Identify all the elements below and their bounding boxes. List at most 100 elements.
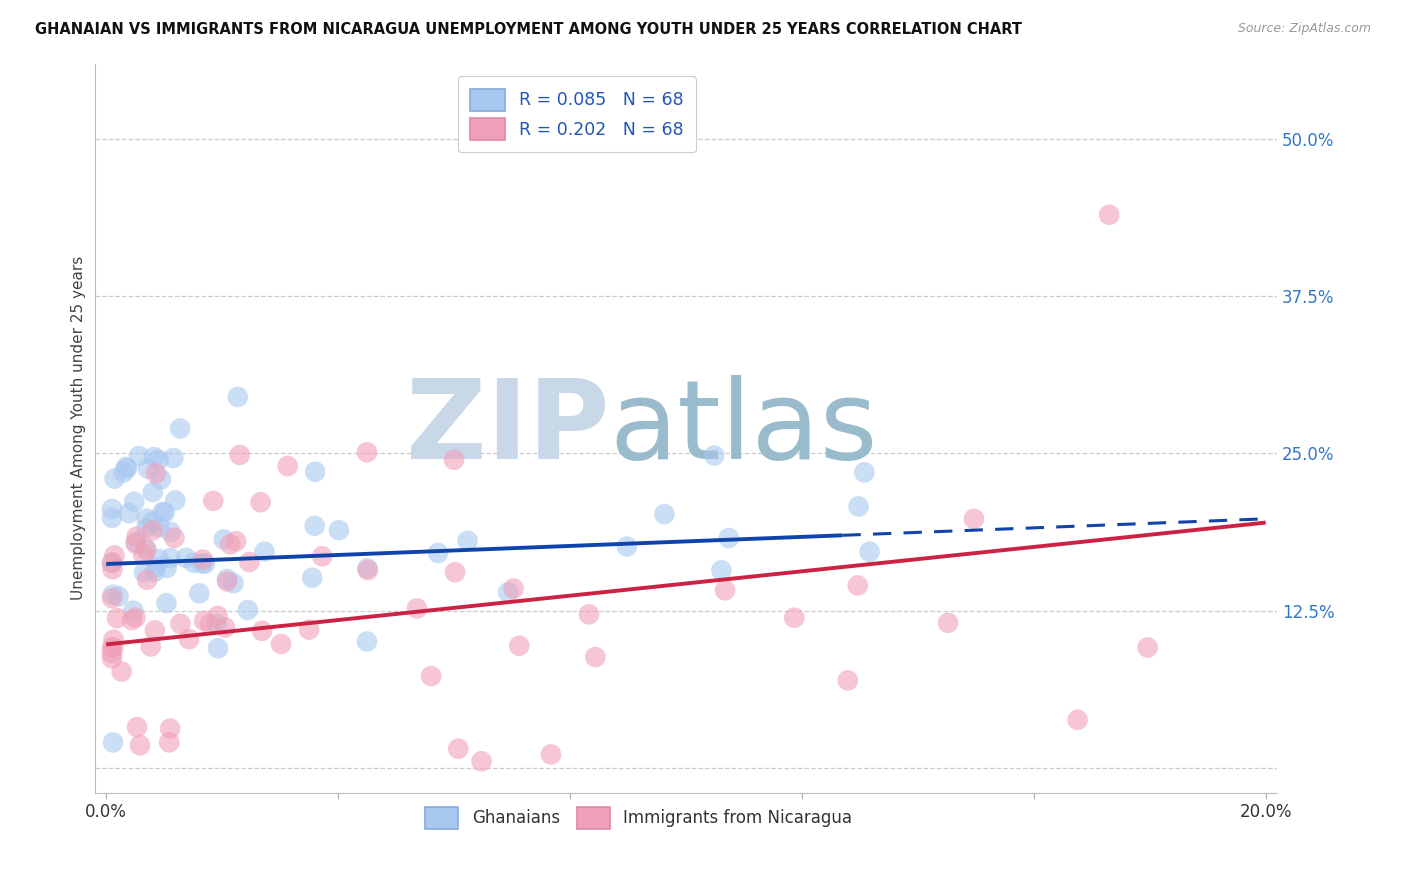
Point bbox=[115, 460, 138, 475]
Point bbox=[191, 557, 214, 571]
Point bbox=[846, 578, 869, 592]
Point bbox=[1098, 208, 1121, 222]
Point bbox=[142, 450, 165, 464]
Point bbox=[101, 511, 124, 525]
Point bbox=[101, 651, 124, 665]
Point bbox=[107, 590, 129, 604]
Text: Source: ZipAtlas.com: Source: ZipAtlas.com bbox=[1237, 22, 1371, 36]
Point bbox=[238, 555, 260, 569]
Point bbox=[103, 549, 125, 563]
Point bbox=[207, 609, 229, 624]
Point bbox=[118, 506, 141, 520]
Point bbox=[145, 467, 167, 481]
Point bbox=[141, 515, 163, 529]
Text: GHANAIAN VS IMMIGRANTS FROM NICARAGUA UNEMPLOYMENT AMONG YOUTH UNDER 25 YEARS CO: GHANAIAN VS IMMIGRANTS FROM NICARAGUA UN… bbox=[35, 22, 1022, 37]
Point bbox=[356, 634, 378, 648]
Point bbox=[135, 543, 157, 558]
Point bbox=[225, 534, 247, 549]
Point bbox=[253, 544, 276, 558]
Point bbox=[125, 535, 148, 549]
Y-axis label: Unemployment Among Youth under 25 years: Unemployment Among Youth under 25 years bbox=[72, 256, 86, 600]
Point bbox=[229, 448, 252, 462]
Point bbox=[357, 563, 380, 577]
Point bbox=[420, 669, 443, 683]
Point bbox=[101, 556, 124, 570]
Point bbox=[502, 582, 524, 596]
Point bbox=[936, 615, 959, 630]
Point bbox=[112, 466, 135, 480]
Point bbox=[540, 747, 562, 762]
Point bbox=[141, 524, 163, 538]
Point bbox=[1066, 713, 1088, 727]
Point bbox=[135, 512, 157, 526]
Point bbox=[783, 611, 806, 625]
Point bbox=[115, 461, 138, 475]
Point bbox=[277, 458, 299, 473]
Point bbox=[205, 616, 228, 631]
Point bbox=[703, 449, 725, 463]
Point bbox=[148, 552, 170, 566]
Point bbox=[101, 640, 124, 655]
Point bbox=[1136, 640, 1159, 655]
Point bbox=[125, 720, 148, 734]
Point bbox=[105, 611, 128, 625]
Point bbox=[311, 549, 333, 564]
Point bbox=[159, 524, 181, 539]
Point bbox=[236, 603, 259, 617]
Point bbox=[301, 571, 323, 585]
Point bbox=[143, 624, 166, 638]
Point bbox=[101, 502, 124, 516]
Point bbox=[101, 735, 124, 749]
Point bbox=[188, 586, 211, 600]
Point bbox=[406, 601, 429, 615]
Point bbox=[714, 583, 737, 598]
Point bbox=[447, 741, 470, 756]
Point bbox=[153, 505, 176, 519]
Point bbox=[177, 632, 200, 647]
Point bbox=[508, 639, 530, 653]
Point bbox=[150, 472, 173, 486]
Point bbox=[212, 533, 235, 547]
Point bbox=[101, 588, 124, 602]
Point bbox=[149, 520, 172, 534]
Point bbox=[298, 623, 321, 637]
Point bbox=[444, 566, 467, 580]
Point bbox=[101, 591, 124, 606]
Point bbox=[162, 450, 184, 465]
Point bbox=[963, 512, 986, 526]
Point bbox=[198, 617, 221, 632]
Legend: Ghanaians, Immigrants from Nicaragua: Ghanaians, Immigrants from Nicaragua bbox=[419, 801, 859, 835]
Point bbox=[356, 445, 378, 459]
Point bbox=[135, 541, 157, 556]
Point bbox=[103, 632, 125, 647]
Point bbox=[710, 563, 733, 577]
Point bbox=[616, 540, 638, 554]
Point bbox=[222, 576, 245, 591]
Point bbox=[101, 562, 124, 576]
Point bbox=[165, 493, 187, 508]
Point bbox=[496, 585, 519, 599]
Point bbox=[135, 521, 157, 535]
Point bbox=[848, 500, 870, 514]
Point bbox=[125, 530, 148, 544]
Point bbox=[443, 452, 465, 467]
Point bbox=[157, 735, 180, 749]
Point bbox=[111, 665, 134, 679]
Point bbox=[132, 548, 155, 562]
Point bbox=[214, 620, 236, 634]
Point bbox=[250, 624, 273, 638]
Point bbox=[169, 421, 191, 435]
Point bbox=[304, 465, 326, 479]
Point bbox=[121, 613, 143, 627]
Point bbox=[139, 640, 162, 654]
Point bbox=[124, 610, 146, 624]
Point bbox=[858, 544, 880, 558]
Point bbox=[215, 572, 238, 586]
Point bbox=[226, 390, 249, 404]
Point bbox=[578, 607, 600, 622]
Point bbox=[159, 722, 181, 736]
Point bbox=[103, 472, 125, 486]
Point bbox=[304, 518, 326, 533]
Point bbox=[129, 739, 152, 753]
Point bbox=[457, 533, 479, 548]
